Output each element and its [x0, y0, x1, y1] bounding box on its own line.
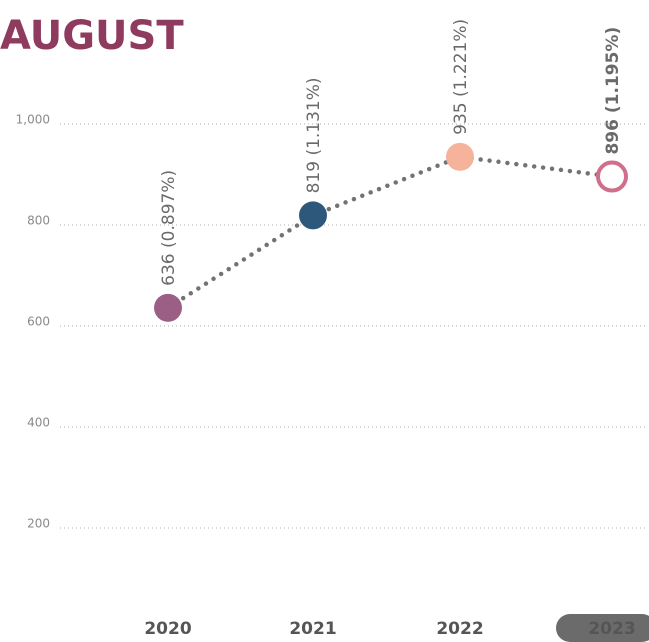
value-label: 896 (1.195%) — [603, 27, 623, 155]
x-tick-label[interactable]: 2021 — [289, 619, 336, 639]
y-tick-label: 600 — [27, 315, 50, 329]
x-tick-label[interactable]: 2022 — [436, 619, 483, 639]
y-tick-label: 400 — [27, 416, 50, 430]
x-tick-label[interactable]: 2020 — [144, 619, 191, 639]
point — [154, 293, 182, 322]
value-label: 819 (1.131%) — [304, 77, 324, 193]
y-tick-label: 800 — [27, 214, 50, 228]
point — [596, 160, 628, 193]
y-tick-label: 1,000 — [16, 113, 50, 127]
point — [299, 201, 327, 230]
y-tick-label: 200 — [27, 517, 50, 531]
selected-tab — [556, 614, 649, 642]
x-tick-label[interactable]: 2023 — [588, 619, 635, 639]
chart-title: AUGUST — [0, 13, 184, 59]
point — [446, 142, 474, 171]
line — [165, 154, 615, 311]
value-label: 636 (0.897%) — [159, 170, 179, 286]
value-label: 935 (1.221%) — [451, 19, 471, 135]
